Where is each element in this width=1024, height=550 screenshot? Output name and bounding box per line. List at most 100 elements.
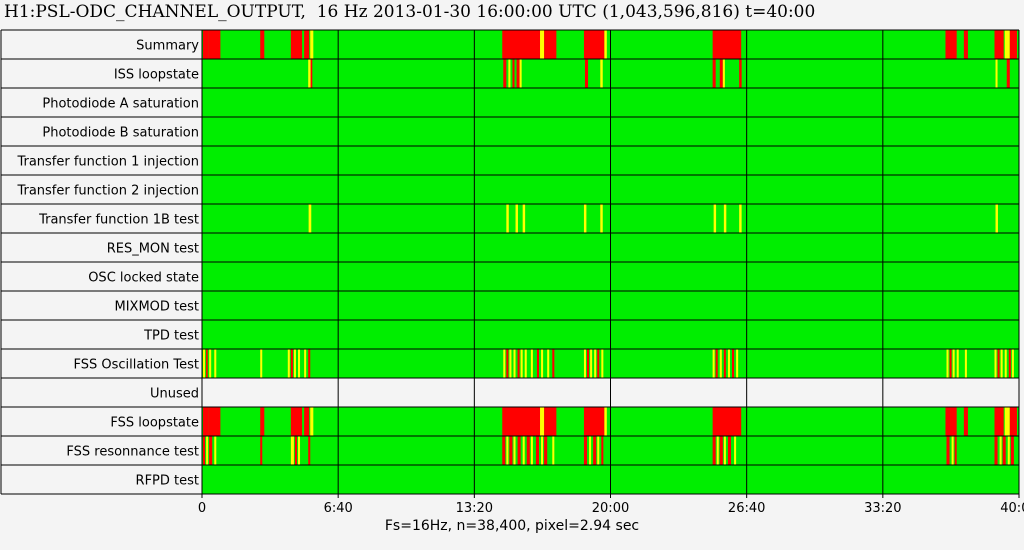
warn-segment xyxy=(508,59,511,88)
warn-segment xyxy=(590,349,593,378)
row-label-cell xyxy=(1,378,202,407)
x-tick-label: 33:20 xyxy=(864,501,901,516)
row-label: Transfer function 2 injection xyxy=(16,184,199,199)
row-label-cell xyxy=(1,233,202,262)
fail-segment xyxy=(203,436,206,465)
warn-segment xyxy=(530,436,533,465)
fail-segment xyxy=(304,407,310,436)
warn-segment xyxy=(600,204,603,233)
warn-segment xyxy=(964,349,967,378)
warn-segment xyxy=(530,349,533,378)
warn-segment xyxy=(297,436,301,465)
fail-segment xyxy=(260,407,265,436)
warn-segment xyxy=(1007,436,1010,465)
grid-lines xyxy=(0,29,1020,495)
row-label-cell xyxy=(1,204,202,233)
warn-segment xyxy=(293,349,296,378)
fail-segment xyxy=(502,30,541,59)
warn-segment xyxy=(597,436,600,465)
warn-segment xyxy=(723,436,726,465)
fail-segment xyxy=(719,436,723,465)
row-label: MIXMOD test xyxy=(114,300,199,315)
row-label: Summary xyxy=(136,39,199,54)
warn-segment xyxy=(589,436,592,465)
row-label-cell xyxy=(1,175,202,204)
warn-segment xyxy=(503,349,506,378)
fail-segment xyxy=(732,349,735,378)
fail-segment xyxy=(997,349,1000,378)
warn-segment xyxy=(209,349,212,378)
fail-segment xyxy=(1010,436,1014,465)
x-tick-label: 20:00 xyxy=(592,501,629,516)
fail-segment xyxy=(544,30,557,59)
x-tick-label: 40:00 xyxy=(1000,501,1024,516)
fail-segment xyxy=(535,436,540,465)
row-label: ISS loopstate xyxy=(114,68,199,83)
fail-segment xyxy=(517,436,521,465)
row-label: Unused xyxy=(150,387,199,402)
fail-segment xyxy=(308,436,311,465)
fail-segment xyxy=(946,436,950,465)
fail-segment xyxy=(526,436,530,465)
fail-segment xyxy=(739,59,742,88)
warn-segment xyxy=(297,349,301,378)
warn-segment xyxy=(995,204,998,233)
fail-segment xyxy=(719,59,723,88)
warn-segment xyxy=(310,30,314,59)
warn-segment xyxy=(604,30,607,59)
fail-segment xyxy=(584,59,589,88)
fail-segment xyxy=(260,436,263,465)
warn-segment xyxy=(515,204,518,233)
warn-segment xyxy=(956,349,959,378)
fail-segment xyxy=(290,349,293,378)
fail-segment xyxy=(517,349,520,378)
warn-segment xyxy=(583,204,587,233)
row-label: Photodiode A saturation xyxy=(42,97,199,112)
warn-segment xyxy=(519,59,522,88)
warn-segment xyxy=(723,204,727,233)
warn-segment xyxy=(1011,349,1014,378)
row-label-cell xyxy=(1,30,202,59)
warn-segment xyxy=(290,436,294,465)
fail-segment xyxy=(715,349,718,378)
row-label-cell xyxy=(1,436,202,465)
fail-segment xyxy=(208,30,221,59)
warn-segment xyxy=(203,349,206,378)
fail-segment xyxy=(593,436,597,465)
fail-segment xyxy=(544,436,548,465)
warn-segment xyxy=(727,349,730,378)
fail-segment xyxy=(712,436,716,465)
row-label-cell xyxy=(1,117,202,146)
row-label-cell xyxy=(1,291,202,320)
fail-segment xyxy=(597,349,600,378)
warn-segment xyxy=(1000,349,1003,378)
warn-segment xyxy=(310,407,314,436)
fail-segment xyxy=(512,59,515,88)
fail-segment xyxy=(583,30,605,59)
warn-segment xyxy=(716,436,719,465)
fail-segment xyxy=(209,436,213,465)
warn-segment xyxy=(287,349,290,378)
fail-segment xyxy=(1009,30,1017,59)
warn-segment xyxy=(524,349,527,378)
fail-segment xyxy=(601,436,604,465)
fail-segment xyxy=(583,436,588,465)
warn-segment xyxy=(604,407,607,436)
sampling-info: Fs=16Hz, n=38,400, pixel=2.94 sec xyxy=(384,518,640,534)
warn-segment xyxy=(734,436,737,465)
fail-segment xyxy=(945,30,957,59)
fail-segment xyxy=(963,407,968,436)
fail-segment xyxy=(294,436,297,465)
warn-segment xyxy=(206,436,209,465)
warn-segment xyxy=(951,436,954,465)
row-label: OSC locked state xyxy=(88,271,199,286)
warn-segment xyxy=(506,436,509,465)
warn-segment xyxy=(214,349,217,378)
warn-segment xyxy=(513,436,516,465)
warn-segment xyxy=(713,204,717,233)
fail-segment xyxy=(587,349,590,378)
fail-segment xyxy=(552,349,555,378)
row-label-cell xyxy=(1,146,202,175)
warn-segment xyxy=(520,349,523,378)
warn-segment xyxy=(600,59,603,88)
